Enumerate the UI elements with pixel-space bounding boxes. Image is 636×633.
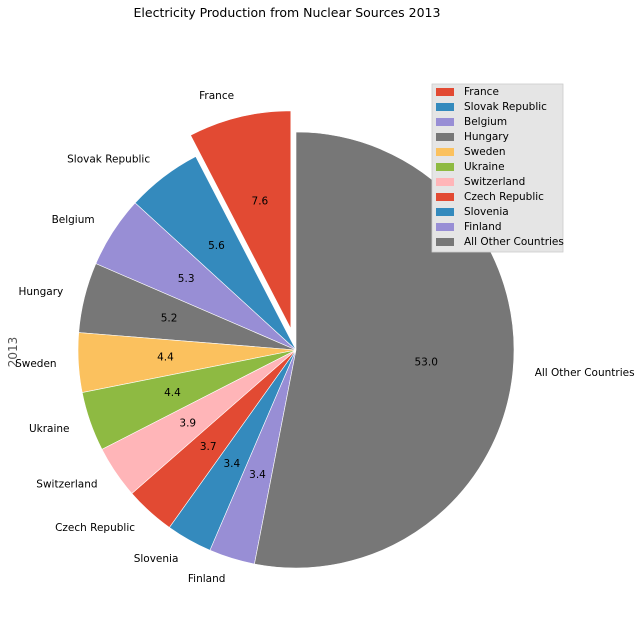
legend-label-all-other-countries: All Other Countries [464,236,564,248]
chart-title: Electricity Production from Nuclear Sour… [134,5,441,20]
slice-value-labels: 7.6 5.6 5.3 5.2 4.4 4.4 3.9 3.7 3.4 3.4 53.0 [157,196,438,481]
legend-label-switzerland: Switzerland [464,176,525,188]
slice-label-finland: Finland [188,573,226,585]
legend-swatch-slovenia [436,208,454,216]
slice-value-finland: 3.4 [249,469,266,481]
slice-label-sweden: Sweden [15,358,57,370]
slice-value-france: 7.6 [252,196,269,208]
slice-labels: France Slovak Republic Belgium Hungary Swede… [15,90,634,585]
legend-swatch-switzerland [436,178,454,186]
legend-swatch-slovak-republic [436,103,454,111]
legend-label-slovenia: Slovenia [464,206,509,218]
legend-label-slovak-republic: Slovak Republic [464,101,547,113]
legend-swatch-finland [436,223,454,231]
legend-swatch-sweden [436,148,454,156]
slice-value-slovenia: 3.4 [223,458,240,470]
legend-swatch-ukraine [436,163,454,171]
y-axis-label: 2013 [6,337,20,368]
slice-label-ukraine: Ukraine [29,423,70,435]
slice-value-all-other-countries: 53.0 [415,357,438,369]
slice-label-slovenia: Slovenia [134,553,179,565]
slice-value-ukraine: 4.4 [164,387,181,399]
legend-label-czech-republic: Czech Republic [464,191,544,203]
slice-value-sweden: 4.4 [157,352,174,364]
legend-swatch-all-other-countries [436,238,454,246]
legend-label-hungary: Hungary [464,131,509,143]
slice-label-belgium: Belgium [52,214,95,226]
slice-label-france: France [199,90,234,102]
legend-label-france: France [464,86,499,98]
legend-label-ukraine: Ukraine [464,161,505,173]
slice-value-slovak-republic: 5.6 [208,240,225,252]
slice-value-czech-republic: 3.7 [200,441,217,453]
legend-swatch-france [436,88,454,96]
slice-value-belgium: 5.3 [178,273,195,285]
slice-value-switzerland: 3.9 [179,417,196,429]
slice-label-czech-republic: Czech Republic [55,522,135,534]
legend-label-belgium: Belgium [464,116,507,128]
legend-label-sweden: Sweden [464,146,506,158]
slice-label-hungary: Hungary [18,286,63,298]
legend-swatch-czech-republic [436,193,454,201]
slice-label-all-other-countries: All Other Countries [535,367,635,379]
legend-label-finland: Finland [464,221,502,233]
slice-label-switzerland: Switzerland [36,479,97,491]
legend: France Slovak Republic Belgium Hungary Swede… [431,83,564,253]
legend-swatch-hungary [436,133,454,141]
slice-label-slovak-republic: Slovak Republic [67,154,150,166]
slice-value-hungary: 5.2 [161,312,178,324]
legend-swatch-belgium [436,118,454,126]
pie-slice-france [190,110,292,329]
